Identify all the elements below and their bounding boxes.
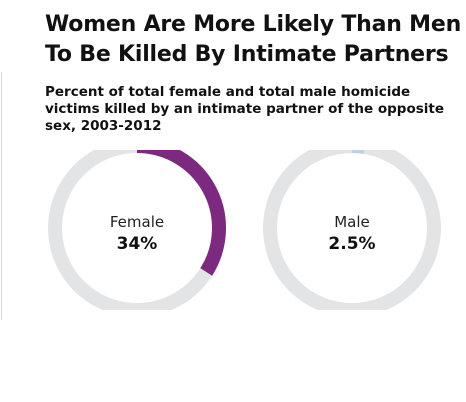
chart-title: Women Are More Likely Than Men To Be Kil…: [45, 12, 462, 67]
left-divider: [1, 72, 2, 320]
donut-label-female: Female: [110, 213, 164, 231]
donut-charts-svg: Female 34% Male 2.5%: [48, 150, 441, 310]
donut-track-male: [263, 150, 441, 310]
donut-charts: Female 34% Male 2.5%: [0, 150, 466, 310]
donut-slice-female: [136, 150, 226, 276]
donut-label-male: Male: [334, 213, 370, 231]
donut-female: Female 34%: [48, 150, 226, 310]
donut-value-female: 34%: [117, 234, 158, 254]
donut-male: Male 2.5%: [263, 150, 441, 310]
donut-value-male: 2.5%: [328, 234, 375, 254]
chart-subtitle: Percent of total female and total male h…: [45, 84, 445, 134]
